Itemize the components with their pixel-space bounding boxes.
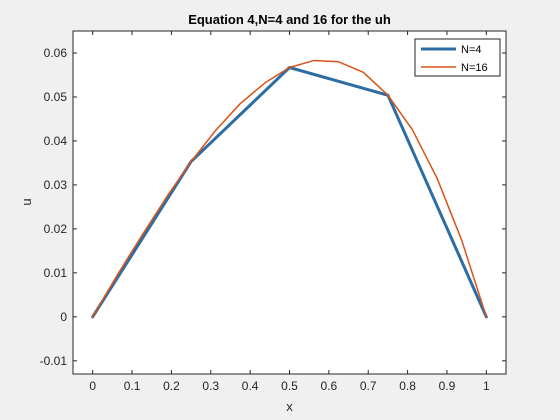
y-tick-label: 0.06 <box>44 46 68 60</box>
legend-box <box>414 38 501 77</box>
x-tick-label: 0.7 <box>360 379 377 393</box>
x-tick-label: 0.6 <box>321 379 338 393</box>
series-line-n16 <box>91 59 488 318</box>
x-tick-label: 0.5 <box>281 379 298 393</box>
x-tick-label: 0.8 <box>399 379 416 393</box>
x-tick-label: 0.1 <box>124 379 141 393</box>
legend: N=4 N=16 <box>414 38 501 77</box>
y-axis-label: u <box>19 198 34 205</box>
x-axis-label: x <box>286 399 293 414</box>
x-tick-label: 0.3 <box>202 379 219 393</box>
legend-label-n16: N=16 <box>461 62 488 74</box>
x-tick-label: 0.9 <box>439 379 456 393</box>
y-tick-label: 0.02 <box>44 222 68 236</box>
y-tick-label: 0.04 <box>44 134 68 148</box>
x-tick-label: 0.2 <box>163 379 180 393</box>
series-layer <box>91 59 488 319</box>
axes-layer: 0 0.1 0.2 0.3 0.4 0.5 0.6 0.7 0.8 0.9 1 -0.01 0 0.01 0… <box>40 30 507 393</box>
x-tick-label: 0.4 <box>242 379 259 393</box>
y-tick-label: -0.01 <box>40 354 68 368</box>
y-tick-label: 0.03 <box>44 178 68 192</box>
x-tick-label: 0 <box>89 379 96 393</box>
y-tick-label: 0.01 <box>44 266 68 280</box>
plot-area <box>73 31 506 374</box>
chart-title: Equation 4,N=4 and 16 for the uh <box>188 12 391 27</box>
x-tick-label: 1 <box>483 379 490 393</box>
y-tick-label: 0.05 <box>44 90 68 104</box>
y-tick-label: 0 <box>60 310 67 324</box>
legend-label-n4: N=4 <box>461 44 482 56</box>
